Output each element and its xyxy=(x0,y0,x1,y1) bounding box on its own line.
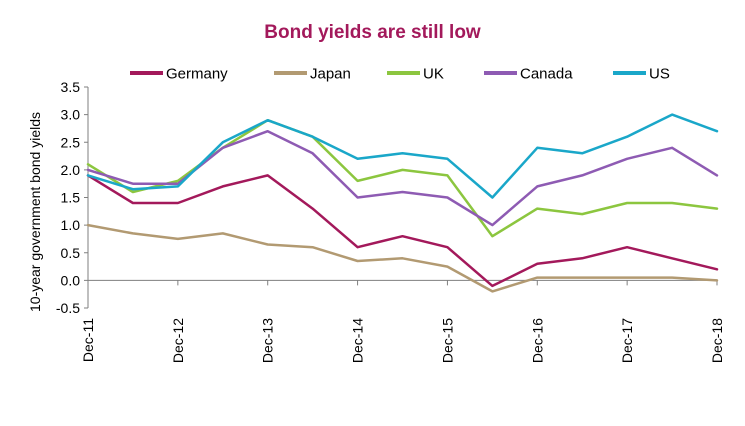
y-tick-label: 3.0 xyxy=(61,107,81,123)
x-tick-label: Dec-12 xyxy=(170,318,186,363)
series-line-japan xyxy=(86,223,719,293)
series-line-germany xyxy=(86,174,719,288)
legend-label-us: US xyxy=(649,66,670,83)
x-tick-label: Dec-17 xyxy=(619,318,635,363)
legend-label-canada: Canada xyxy=(520,66,573,83)
x-tick-label: Dec-11 xyxy=(80,318,96,362)
x-tick-label: Dec-16 xyxy=(529,318,545,363)
y-tick-label: 3.5 xyxy=(61,79,81,95)
y-tick-label: 0.5 xyxy=(61,245,81,261)
legend-label-japan: Japan xyxy=(310,66,351,83)
legend-label-germany: Germany xyxy=(166,66,228,83)
y-tick-label: 1.0 xyxy=(61,217,81,233)
x-tick-label: Dec-13 xyxy=(260,318,276,363)
series-line-us xyxy=(86,113,719,199)
series-line-uk xyxy=(86,118,719,238)
y-tick-label: 0.0 xyxy=(61,272,81,288)
y-tick-label: 2.5 xyxy=(61,134,81,150)
y-axis-title: 10-year government bond yields xyxy=(27,112,43,312)
legend-label-uk: UK xyxy=(423,66,444,83)
y-tick-label: -0.5 xyxy=(56,300,80,316)
chart-title: Bond yields are still low xyxy=(264,22,481,43)
legend: Germany Japan UK Canada US xyxy=(130,66,670,83)
y-tick-label: 1.5 xyxy=(61,190,81,206)
series-lines xyxy=(86,113,719,293)
x-tick-label: Dec-18 xyxy=(709,318,725,363)
y-tick-label: 2.0 xyxy=(61,162,81,178)
x-tick-label: Dec-15 xyxy=(439,318,455,363)
x-tick-label: Dec-14 xyxy=(350,318,366,363)
